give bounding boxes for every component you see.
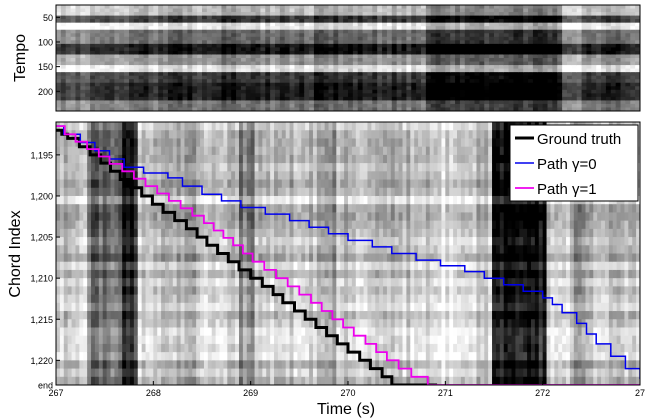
chord-y-tick-label: 1,215 <box>30 315 53 325</box>
time-x-ticks: 267 268 269 270 271 272 27 <box>48 381 645 398</box>
chord-panel: 1,195 1,200 1,205 1,210 1,215 1,220 end 267 268… <box>7 121 645 418</box>
chord-y-tick-label: 1,220 <box>30 356 53 366</box>
tempo-y-tick-label: 200 <box>38 87 53 97</box>
time-x-tick-label: 268 <box>146 388 161 398</box>
tempo-panel-frame <box>55 4 641 112</box>
time-x-tick-label: 27 <box>635 388 645 398</box>
chord-y-tick-label: 1,200 <box>30 191 53 201</box>
chord-y-ticks: 1,195 1,200 1,205 1,210 1,215 1,220 end <box>30 150 60 391</box>
series-layer <box>56 125 640 385</box>
chord-y-tick-label: 1,205 <box>30 233 53 243</box>
legend-label-path-gamma-1: Path γ=1 <box>537 181 597 198</box>
legend-label-ground-truth: Ground truth <box>537 131 621 148</box>
tempo-y-tick-label: 100 <box>38 37 53 47</box>
chord-y-tick-label: 1,210 <box>30 274 53 284</box>
legend-label-path-gamma-0: Path γ=0 <box>537 156 597 173</box>
tempo-y-ticks: 50 100 150 200 <box>38 13 60 97</box>
time-x-tick-label: 267 <box>48 388 63 398</box>
series-path-gamma-1 <box>56 125 640 385</box>
time-x-tick-label: 269 <box>243 388 258 398</box>
chord-y-label: Chord Index <box>7 210 24 297</box>
time-x-label: Time (s) <box>317 401 375 418</box>
time-x-tick-label: 270 <box>340 388 355 398</box>
tempo-y-label: Tempo <box>12 34 29 82</box>
legend: Ground truth Path γ=0 Path γ=1 <box>509 124 639 202</box>
time-x-tick-label: 272 <box>535 388 550 398</box>
time-x-tick-label: 271 <box>438 388 453 398</box>
series-path-gamma-0 <box>56 125 640 380</box>
tempo-heatmap <box>56 5 640 111</box>
chord-y-tick-label: 1,195 <box>30 150 53 160</box>
tempo-y-tick-label: 150 <box>38 62 53 72</box>
tempo-y-tick-label: 50 <box>43 13 53 23</box>
tempo-panel: 50 100 150 200 Tempo <box>12 4 641 112</box>
chord-y-tick-label: end <box>38 381 53 391</box>
